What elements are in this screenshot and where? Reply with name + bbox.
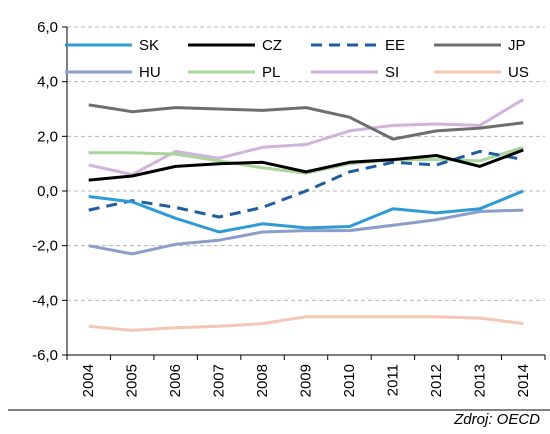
y-tick-label: 4,0 (37, 74, 58, 91)
y-tick-label: 0,0 (37, 183, 58, 200)
legend-label-sk: SK (139, 37, 159, 54)
x-tick-label: 2012 (428, 364, 445, 397)
legend-label-us: US (508, 64, 529, 81)
legend-label-ee: EE (385, 37, 405, 54)
x-tick-label: 2005 (124, 364, 141, 397)
y-tick-label: -6,0 (32, 347, 58, 364)
source-note: Zdroj: OECD (454, 411, 540, 428)
series-line-us (88, 315, 524, 332)
x-tick-labels: 2004 2005 2006 2007 2008 2009 2010 2011 2012 2013… (80, 364, 532, 397)
series-line-cz (88, 148, 524, 182)
series-line-hu (88, 208, 524, 256)
legend-label-jp: JP (508, 37, 526, 54)
series-line-si (88, 98, 525, 177)
legend-label-si: SI (385, 64, 399, 81)
y-tick-labels: -6,0 -4,0 -2,0 0,0 2,0 4,0 6,0 (32, 19, 58, 364)
x-tick-label: 2007 (211, 364, 228, 397)
y-tick-label: 2,0 (37, 128, 58, 145)
y-tick-label: 6,0 (37, 19, 58, 36)
y-tick-label: -4,0 (32, 292, 58, 309)
legend-label-hu: HU (139, 64, 161, 81)
legend-label-pl: PL (262, 64, 280, 81)
x-tick-label: 2004 (80, 364, 97, 397)
x-tick-label: 2010 (341, 364, 358, 397)
x-tick-label: 2011 (384, 364, 401, 396)
axes (62, 26, 546, 360)
x-tick-label: 2006 (167, 364, 184, 397)
x-tick-label: 2014 (515, 364, 532, 397)
x-tick-label: 2009 (298, 364, 315, 397)
series-lines (88, 98, 525, 332)
legend: SK CZ EE JP HU PL SI US (65, 37, 529, 81)
legend-label-cz: CZ (262, 37, 282, 54)
x-tick-label: 2013 (471, 364, 488, 397)
series-line-ee (88, 149, 524, 219)
y-tick-label: -2,0 (32, 238, 58, 255)
series-line-sk (88, 189, 524, 234)
x-tick-label: 2008 (254, 364, 271, 397)
series-line-jp (88, 103, 524, 141)
